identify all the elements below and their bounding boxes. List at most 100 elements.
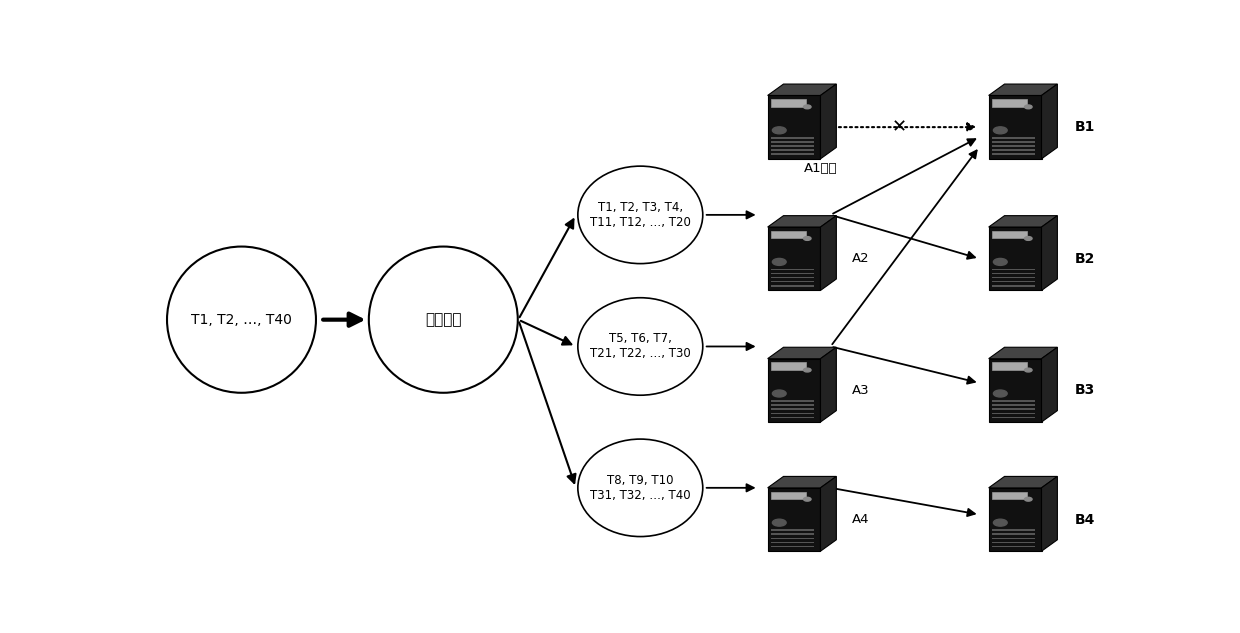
Bar bbox=[992, 273, 1034, 274]
Bar bbox=[992, 141, 1034, 142]
Polygon shape bbox=[821, 84, 836, 159]
Text: T1, T2, T3, T4,
T11, T12, …, T20: T1, T2, T3, T4, T11, T12, …, T20 bbox=[590, 201, 691, 229]
Bar bbox=[771, 281, 813, 282]
Text: 总控节点: 总控节点 bbox=[425, 312, 461, 327]
Bar bbox=[771, 404, 813, 406]
Text: A1故障: A1故障 bbox=[804, 162, 837, 175]
Bar bbox=[992, 231, 1027, 239]
Bar bbox=[988, 96, 1042, 159]
Bar bbox=[771, 137, 813, 139]
Bar bbox=[771, 145, 813, 147]
Ellipse shape bbox=[578, 439, 703, 537]
Bar bbox=[992, 534, 1034, 535]
Bar bbox=[771, 273, 813, 274]
Bar bbox=[768, 488, 821, 551]
Polygon shape bbox=[768, 84, 836, 96]
Text: T8, T9, T10
T31, T32, …, T40: T8, T9, T10 T31, T32, …, T40 bbox=[590, 474, 691, 502]
Polygon shape bbox=[768, 477, 836, 488]
Circle shape bbox=[804, 368, 811, 372]
Bar bbox=[992, 404, 1034, 406]
Bar bbox=[992, 537, 1034, 539]
Bar bbox=[992, 99, 1027, 107]
Circle shape bbox=[1024, 105, 1032, 109]
Bar bbox=[992, 492, 1027, 499]
Bar bbox=[992, 529, 1034, 531]
Bar bbox=[992, 417, 1034, 418]
Text: B3: B3 bbox=[1075, 384, 1095, 398]
Circle shape bbox=[1024, 368, 1032, 372]
Polygon shape bbox=[768, 216, 836, 227]
Bar bbox=[992, 285, 1034, 287]
Bar bbox=[771, 141, 813, 142]
Bar bbox=[992, 153, 1034, 155]
Bar bbox=[771, 231, 806, 239]
Circle shape bbox=[773, 127, 786, 134]
Bar bbox=[768, 96, 821, 159]
Polygon shape bbox=[1042, 477, 1058, 551]
Circle shape bbox=[804, 237, 811, 241]
Polygon shape bbox=[821, 216, 836, 291]
Bar bbox=[771, 285, 813, 287]
Polygon shape bbox=[1042, 84, 1058, 159]
Text: A3: A3 bbox=[852, 384, 869, 397]
Polygon shape bbox=[988, 216, 1058, 227]
Polygon shape bbox=[821, 477, 836, 551]
Bar bbox=[992, 400, 1034, 402]
Circle shape bbox=[993, 390, 1007, 397]
Bar bbox=[992, 408, 1034, 410]
Polygon shape bbox=[988, 477, 1058, 488]
Bar bbox=[992, 542, 1034, 543]
Circle shape bbox=[804, 498, 811, 501]
Bar bbox=[771, 413, 813, 414]
Circle shape bbox=[1024, 498, 1032, 501]
Bar bbox=[771, 546, 813, 548]
Bar bbox=[988, 227, 1042, 291]
Bar bbox=[771, 417, 813, 418]
Bar bbox=[771, 99, 806, 107]
Ellipse shape bbox=[578, 298, 703, 395]
Circle shape bbox=[993, 519, 1007, 526]
Bar bbox=[771, 492, 806, 499]
Bar bbox=[771, 529, 813, 531]
Bar bbox=[771, 149, 813, 151]
Bar bbox=[992, 145, 1034, 147]
Bar bbox=[771, 400, 813, 402]
Bar bbox=[771, 542, 813, 543]
Text: B4: B4 bbox=[1075, 513, 1095, 527]
Bar bbox=[992, 149, 1034, 151]
Circle shape bbox=[773, 258, 786, 265]
Circle shape bbox=[773, 390, 786, 397]
Bar bbox=[768, 227, 821, 291]
Text: ✕: ✕ bbox=[893, 118, 908, 136]
Circle shape bbox=[1024, 237, 1032, 241]
Circle shape bbox=[993, 258, 1007, 265]
Bar bbox=[992, 268, 1034, 270]
Text: T5, T6, T7,
T21, T22, …, T30: T5, T6, T7, T21, T22, …, T30 bbox=[590, 332, 691, 360]
Bar bbox=[992, 281, 1034, 282]
Bar bbox=[992, 277, 1034, 279]
Text: A2: A2 bbox=[852, 252, 869, 265]
Text: B2: B2 bbox=[1075, 252, 1095, 266]
Text: A4: A4 bbox=[852, 513, 869, 526]
Bar bbox=[988, 359, 1042, 422]
Bar bbox=[992, 363, 1027, 370]
Text: T1, T2, …, T40: T1, T2, …, T40 bbox=[191, 313, 291, 327]
Polygon shape bbox=[988, 348, 1058, 359]
Circle shape bbox=[993, 127, 1007, 134]
Ellipse shape bbox=[578, 166, 703, 263]
Bar bbox=[771, 363, 806, 370]
Ellipse shape bbox=[368, 247, 518, 392]
Circle shape bbox=[773, 519, 786, 526]
Bar bbox=[988, 488, 1042, 551]
Polygon shape bbox=[1042, 348, 1058, 422]
Bar bbox=[771, 153, 813, 155]
Polygon shape bbox=[768, 348, 836, 359]
Bar bbox=[771, 408, 813, 410]
Bar bbox=[771, 534, 813, 535]
Polygon shape bbox=[988, 84, 1058, 96]
Polygon shape bbox=[1042, 216, 1058, 291]
Text: B1: B1 bbox=[1075, 120, 1095, 134]
Ellipse shape bbox=[167, 247, 316, 392]
Bar bbox=[992, 137, 1034, 139]
Bar bbox=[992, 413, 1034, 414]
